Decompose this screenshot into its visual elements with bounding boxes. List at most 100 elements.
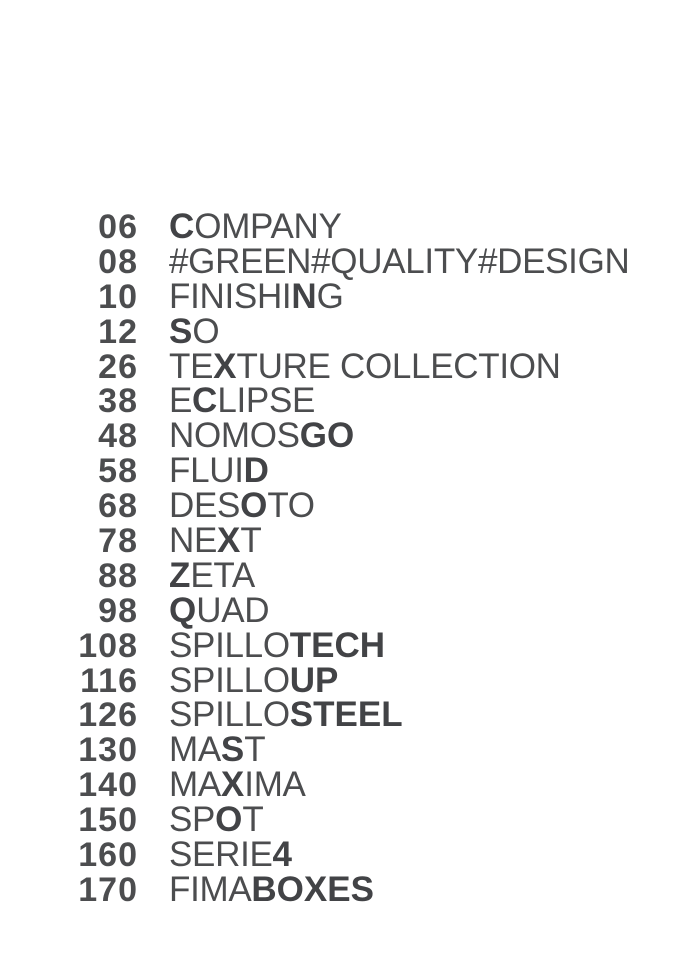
toc-entry-title: FLUID — [169, 451, 269, 491]
toc-entry-title: QUAD — [169, 590, 270, 630]
toc-page-number: 12 — [98, 312, 138, 351]
toc-title-segment: FIMA — [169, 869, 252, 909]
toc-page-number: 88 — [98, 556, 138, 595]
toc-title-segment-bold: S — [169, 311, 193, 351]
toc-entry-title: SPOT — [169, 800, 264, 840]
toc-entry-title: FIMABOXES — [169, 869, 374, 909]
toc-row: 160 SERIE4 — [70, 835, 630, 875]
toc-page-number: 170 — [78, 870, 138, 909]
toc-entry-title: TEXTURE COLLECTION — [169, 346, 561, 386]
toc-title-segment-bold: X — [220, 765, 245, 805]
toc-title-segment-bold: C — [169, 207, 195, 246]
toc-row: 126 SPILLOSTEEL — [70, 695, 630, 735]
toc-title-segment-bold: GO — [299, 416, 355, 456]
toc-page-number: 116 — [80, 661, 138, 700]
toc-title-segment-bold: TECH — [289, 625, 386, 665]
toc-title-segment-bold: UP — [289, 660, 339, 700]
toc-title-segment-bold: BOXES — [251, 869, 374, 909]
toc-page-number: 78 — [98, 522, 138, 561]
toc-page-number: 150 — [78, 801, 138, 840]
toc-entry-title: SPILLOUP — [169, 660, 339, 700]
toc-title-segment-bold: 4 — [272, 835, 293, 875]
toc-title-segment: T — [242, 800, 264, 840]
toc-page-number: 108 — [78, 626, 138, 665]
toc-title-segment: G — [316, 276, 344, 316]
toc-entry-title: #GREEN#QUALITY#DESIGN — [169, 241, 630, 281]
toc-title-segment: LIPSE — [217, 381, 316, 421]
toc-row: 108 SPILLOTECH — [70, 625, 630, 665]
toc-page-number: 98 — [98, 591, 138, 630]
toc-title-segment: #GREEN#QUALITY#DESIGN — [169, 241, 630, 281]
toc-row: 10 FINISHING — [70, 276, 630, 316]
toc-title-segment-bold: Q — [169, 590, 197, 630]
toc-page-number: 140 — [78, 766, 138, 805]
toc-row: 68 DESOTO — [70, 486, 630, 526]
toc-row: 48 NOMOSGO — [70, 416, 630, 456]
toc-title-segment: SPILLO — [169, 625, 290, 665]
toc-title-segment: TE — [169, 346, 214, 386]
toc-entry-title: MAST — [169, 730, 266, 770]
toc-title-segment: TO — [267, 486, 315, 526]
toc-title-segment: FLUI — [169, 451, 244, 491]
toc-title-segment: NE — [169, 521, 218, 561]
toc-row: 26 TEXTURE COLLECTION — [70, 346, 630, 386]
toc-entry-title: ECLIPSE — [169, 381, 316, 421]
toc-title-segment: TURE COLLECTION — [236, 346, 561, 386]
toc-row: 130 MAST — [70, 730, 630, 770]
toc-page-number: 126 — [78, 696, 138, 735]
toc-entry-title: COMPANY — [169, 207, 342, 246]
toc-page-number: 10 — [98, 277, 138, 316]
toc-title-segment: UAD — [196, 590, 270, 630]
toc-page-number: 160 — [78, 836, 138, 875]
toc-entry-title: DESOTO — [169, 486, 315, 526]
toc-title-segment-bold: O — [215, 800, 243, 840]
toc-row: 12 SO — [70, 311, 630, 351]
toc-title-segment-bold: X — [217, 521, 241, 561]
toc-entry-title: NEXT — [169, 521, 262, 561]
toc-title-segment: DES — [169, 486, 241, 526]
toc-title-segment: T — [240, 521, 262, 561]
toc-row: 98 QUAD — [70, 590, 630, 630]
toc-row: 58 FLUID — [70, 451, 630, 491]
toc-entry-title: ZETA — [169, 555, 255, 595]
toc-entry-title: NOMOSGO — [169, 416, 355, 456]
toc-title-segment-bold: C — [192, 381, 218, 421]
toc-row: 150 SPOT — [70, 800, 630, 840]
toc-page-number: 26 — [98, 347, 138, 386]
toc-page-number: 38 — [98, 382, 138, 421]
toc-title-segment: FINISHI — [169, 276, 292, 316]
toc-title-segment: NOMOS — [169, 416, 300, 456]
toc-page-number: 68 — [98, 487, 138, 526]
toc-title-segment: IMA — [244, 765, 306, 805]
toc-row: 116 SPILLOUP — [70, 660, 630, 700]
toc-row: 08 #GREEN#QUALITY#DESIGN — [70, 241, 630, 281]
toc-title-segment-bold: N — [291, 276, 317, 316]
toc-row: 170 FIMABOXES — [70, 869, 630, 909]
toc-title-segment-bold: O — [240, 486, 268, 526]
toc-title-segment: O — [192, 311, 220, 351]
toc-entry-title: FINISHING — [169, 276, 344, 316]
toc-row: 06 COMPANY — [70, 207, 630, 246]
toc-row: 88 ZETA — [70, 555, 630, 595]
toc-entry-title: SPILLOTECH — [169, 625, 386, 665]
toc-title-segment: SPILLO — [169, 695, 290, 735]
toc-row: 140 MAXIMA — [70, 765, 630, 805]
toc-title-segment-bold: Z — [169, 555, 191, 595]
toc-title-segment: SERIE — [169, 835, 273, 875]
toc-title-segment: E — [169, 381, 193, 421]
toc-title-segment: MA — [169, 730, 221, 770]
toc-title-segment: OMPANY — [194, 207, 342, 246]
toc-title-segment: ETA — [190, 555, 255, 595]
toc-title-segment: T — [244, 730, 266, 770]
toc-title-segment-bold: S — [220, 730, 245, 770]
toc-page-number: 130 — [78, 731, 138, 770]
toc-entry-title: SPILLOSTEEL — [169, 695, 403, 735]
toc-page-number: 06 — [98, 208, 138, 246]
toc-title-segment: SPILLO — [169, 660, 290, 700]
toc-entry-title: SERIE4 — [169, 835, 293, 875]
toc-page-number: 48 — [98, 417, 138, 456]
toc-entry-title: MAXIMA — [169, 765, 306, 805]
toc-title-segment-bold: X — [213, 346, 237, 386]
toc-list: 06 COMPANY 08 #GREEN#QUALITY#DESIGN 10 FINISH… — [70, 207, 630, 909]
